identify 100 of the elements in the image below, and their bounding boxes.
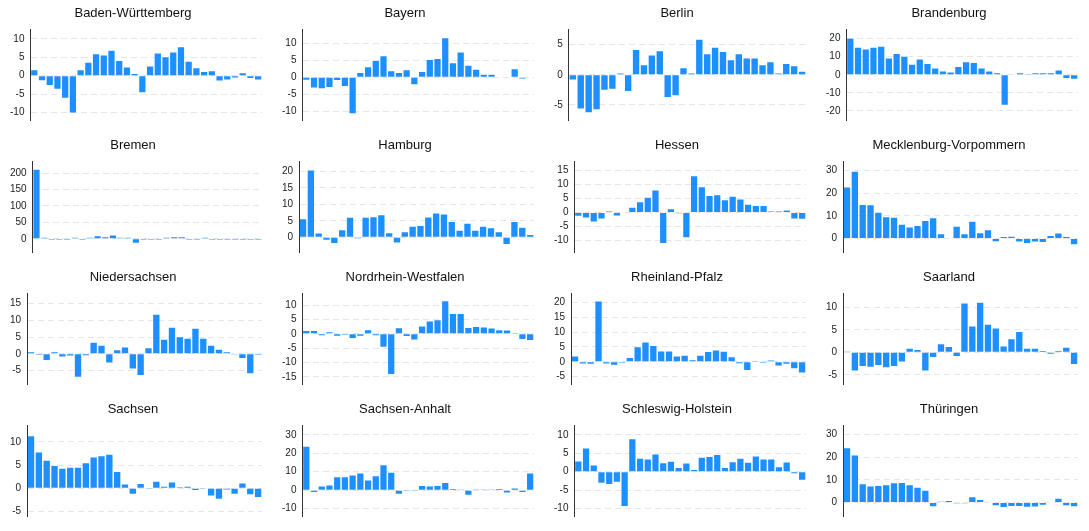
y-tick-label: 5 <box>15 458 22 470</box>
bar <box>648 55 656 75</box>
bar <box>254 488 262 497</box>
y-tick-label: 10 <box>285 465 297 477</box>
y-tick-label: 0 <box>831 232 838 244</box>
bar <box>790 66 798 75</box>
bar <box>395 328 403 334</box>
y-tick-label: 0 <box>15 347 22 359</box>
bar <box>1023 502 1031 507</box>
bar <box>168 327 176 354</box>
y-tick-label: 5 <box>18 51 25 63</box>
chart-title: Hessen <box>654 137 700 153</box>
y-tick-label: 30 <box>826 428 838 440</box>
bar <box>27 436 35 488</box>
bar <box>315 233 322 237</box>
y-tick-label: -10 <box>282 502 297 514</box>
y-tick-label: -5 <box>12 505 22 517</box>
y-tick-label: 15 <box>10 297 22 309</box>
bar <box>479 226 487 237</box>
y-tick-label: 5 <box>562 192 569 204</box>
bar <box>595 301 602 362</box>
chart-title: Mecklenburg-Vorpommern <box>872 137 1026 153</box>
bar <box>898 224 906 238</box>
bar <box>92 54 100 76</box>
y-tick-label: 20 <box>554 296 566 308</box>
bar <box>449 313 457 334</box>
bar <box>656 51 663 75</box>
bar <box>624 75 632 92</box>
bar <box>1001 75 1008 105</box>
y-tick-label: 10 <box>10 435 22 447</box>
bar <box>239 483 246 488</box>
bar <box>487 228 495 237</box>
y-tick-label: -5 <box>559 483 569 495</box>
y-tick-label: 5 <box>559 340 566 352</box>
y-tick-label: -5 <box>287 341 297 353</box>
bar <box>511 69 518 77</box>
y-tick-label: 0 <box>21 232 28 244</box>
y-tick-label: 0 <box>287 230 294 242</box>
y-tick-label: 50 <box>15 216 28 228</box>
bar <box>364 67 372 77</box>
bar <box>721 200 729 212</box>
y-tick-label: -20 <box>826 104 841 116</box>
y-tick-label: 20 <box>282 165 294 177</box>
y-tick-label: -5 <box>828 368 838 380</box>
bar <box>1023 348 1031 352</box>
bar <box>449 63 457 77</box>
bar <box>571 356 579 362</box>
bar <box>569 75 577 80</box>
bar <box>843 187 851 238</box>
bar <box>440 214 448 237</box>
y-tick-label: 0 <box>559 355 566 367</box>
bar <box>33 169 40 239</box>
bar <box>854 47 862 75</box>
bar <box>418 486 426 490</box>
bar <box>106 354 113 363</box>
y-tick-label: -15 <box>282 370 297 382</box>
bar <box>339 230 346 237</box>
bar <box>403 70 410 77</box>
y-tick-label: -10 <box>10 106 25 118</box>
bar <box>632 50 640 75</box>
bar <box>937 234 945 238</box>
bar <box>890 483 898 502</box>
y-tick-label: -10 <box>826 86 841 98</box>
bar <box>984 230 992 238</box>
bar <box>432 213 440 237</box>
bar <box>74 354 82 377</box>
y-tick-label: 0 <box>562 206 569 218</box>
bar <box>629 439 636 472</box>
chart-title: Bayern <box>384 5 426 21</box>
bar <box>160 339 168 354</box>
y-tick-label: 150 <box>10 183 28 195</box>
bar <box>153 481 160 488</box>
bar <box>783 462 790 472</box>
bar <box>704 351 712 362</box>
y-tick-label: 100 <box>10 199 28 211</box>
bar <box>953 352 960 356</box>
chart-title: Rheinland-Pfalz <box>631 269 723 285</box>
chart-title: Sachsen <box>107 401 159 417</box>
bar <box>82 463 90 488</box>
bar <box>976 302 984 352</box>
y-tick-label: 5 <box>562 447 569 459</box>
y-tick-label: 5 <box>290 313 297 325</box>
bar <box>1031 348 1039 352</box>
bar <box>984 324 992 352</box>
bar <box>395 72 403 77</box>
y-tick-label: 5 <box>287 214 294 226</box>
chart-title: Thüringen <box>919 401 979 417</box>
y-tick-label: -10 <box>554 502 569 514</box>
y-tick-label: 20 <box>826 450 838 462</box>
y-tick-label: 30 <box>285 428 297 440</box>
bar <box>613 212 621 216</box>
y-tick-label: 0 <box>562 465 569 477</box>
y-tick-label: 5 <box>15 330 22 342</box>
bar <box>299 219 307 237</box>
bar <box>898 483 906 502</box>
bar <box>346 217 354 237</box>
bar <box>418 71 426 77</box>
y-tick-label: -5 <box>287 88 297 100</box>
y-tick-label: -10 <box>282 356 297 368</box>
bar <box>660 212 667 243</box>
